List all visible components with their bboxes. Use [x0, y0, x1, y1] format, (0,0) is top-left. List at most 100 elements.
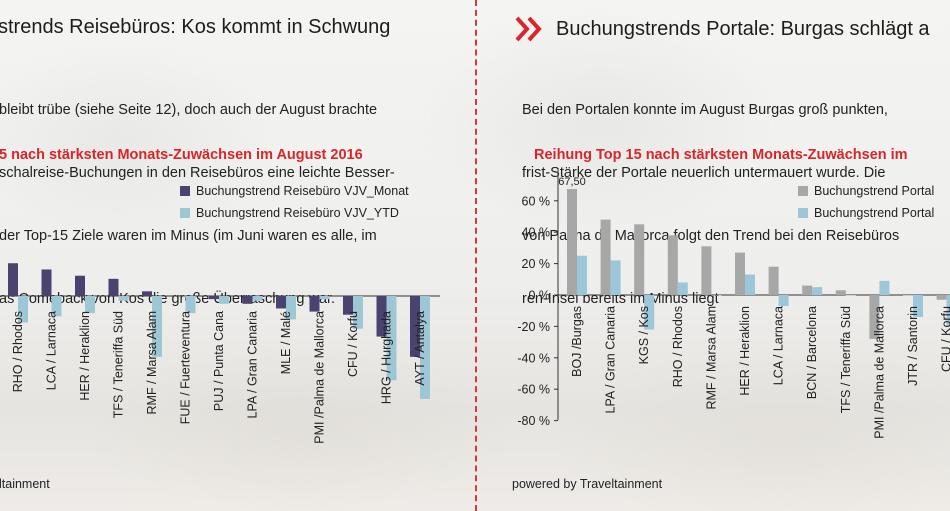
left-bar — [276, 296, 286, 309]
right-bar — [701, 246, 712, 295]
left-category-label: AYT / Antalya — [413, 311, 427, 386]
left-bar — [108, 278, 119, 296]
left-bar — [8, 263, 18, 296]
left-category-label: RMF / Marsa Alam — [145, 311, 159, 415]
right-data-label: 67,50 — [558, 176, 586, 188]
right-legend-item: Buchungstrend Portal — [798, 180, 934, 202]
left-bar — [219, 296, 229, 304]
right-category-label: LPA / Gran Canaria — [604, 306, 618, 414]
right-bar — [835, 290, 846, 295]
left-bar — [309, 296, 320, 312]
left-bar — [386, 296, 397, 381]
left-chart-subtitle: 5 nach stärksten Monats-Zuwächsen im Aug… — [0, 147, 363, 163]
right-paragraph-line: frist-Stärke der Portale neuerlich unter… — [522, 165, 886, 181]
legend-swatch — [798, 208, 808, 218]
chevron-right-double-icon — [515, 16, 542, 42]
left-paragraph-line: bleibt trübe (siehe Seite 12), doch auch… — [0, 102, 378, 118]
right-category-label: LCA / Larnaca — [772, 306, 786, 385]
left-bar — [252, 296, 263, 301]
right-category-label: CFU / Korfu — [940, 306, 950, 372]
left-paragraph-line: der Top-15 Ziele waren im Minus (im Juni… — [0, 228, 377, 244]
right-credit: powered by Traveltainment — [512, 477, 663, 491]
left-bar — [185, 296, 196, 314]
left-bar — [242, 296, 253, 304]
right-category-label: HER / Heraklion — [738, 306, 752, 396]
right-bar — [879, 280, 890, 295]
left-category-label: PMI /Palma de Mallorca — [313, 311, 327, 444]
right-category-label: RHO / Rhodos — [671, 306, 685, 387]
left-bar — [85, 296, 95, 314]
left-category-label: TFS / Teneriffa Süd — [112, 311, 126, 418]
left-paragraph-line: schalreise-Buchungen in den Reisebüros e… — [0, 165, 395, 181]
left-legend-item: Buchungstrend Reisebüro VJV_Monat — [180, 180, 409, 202]
left-credit: ltainment — [0, 477, 50, 491]
left-category-label: PUJ / Punta Cana — [212, 311, 226, 411]
page-divider — [475, 0, 477, 511]
right-y-tick-label: -40 % — [517, 351, 550, 365]
left-bar — [175, 296, 186, 297]
left-category-label: CFU / Korfu — [346, 311, 360, 377]
left-bar — [353, 296, 363, 329]
right-category-label: JTR / Santorin — [906, 306, 920, 386]
right-bar — [903, 295, 913, 296]
right-category-label: TFS / Teneriffa Süd — [839, 306, 853, 413]
right-y-tick-label: -20 % — [517, 320, 550, 334]
left-bar — [51, 296, 62, 317]
right-category-label: KGS / Kos — [637, 306, 651, 364]
right-y-tick-label: 60 % — [522, 194, 551, 208]
left-bar — [209, 296, 219, 300]
left-bar — [75, 275, 85, 296]
right-y-tick-label: -60 % — [517, 383, 550, 397]
left-bar — [410, 296, 420, 357]
right-category-label: BOJ /Burgas — [570, 306, 584, 377]
left-category-label: HER / Heraklion — [78, 311, 92, 401]
left-bar — [118, 296, 129, 301]
right-bar — [778, 295, 789, 306]
left-bar — [142, 291, 152, 296]
right-legend-label: Buchungstrend Portal — [814, 206, 935, 220]
right-bar — [634, 224, 645, 295]
right-y-tick-label: 20 % — [522, 257, 551, 271]
right-category-label: BCN / Barcelona — [805, 306, 819, 399]
left-bar — [319, 296, 330, 300]
right-bar — [677, 282, 688, 295]
right-y-tick-label: -80 % — [517, 414, 550, 428]
left-category-label: LPA / Gran Canaria — [246, 311, 260, 419]
right-title: Buchungstrends Portale: Burgas schlägt a — [556, 18, 930, 40]
right-bar — [644, 295, 655, 330]
right-bar — [946, 295, 950, 327]
left-bar — [343, 296, 353, 315]
right-bar — [711, 295, 722, 296]
right-bar — [745, 274, 755, 295]
left-category-label: MLE / Malé — [279, 311, 293, 374]
right-bar — [567, 189, 577, 295]
right-legend: Buchungstrend Portal Buchungstrend Porta… — [798, 180, 934, 224]
right-legend-label: Buchungstrend Portal — [814, 184, 935, 198]
left-bar-chart: RHO / Rhodos LCA / Larnaca HER / Heraklion… — [0, 263, 440, 444]
right-category-label: PMI /Palma de Mallorca — [872, 306, 886, 439]
legend-swatch — [180, 186, 190, 196]
right-bar — [845, 295, 856, 296]
right-bar — [577, 255, 587, 295]
left-bar — [41, 269, 52, 296]
right-bar — [812, 287, 823, 295]
left-bar — [18, 296, 28, 323]
left-legend-label: Buchungstrend Reisebüro VJV_Monat — [196, 184, 409, 198]
left-category-label: FUE / Fuerteventura — [179, 311, 193, 424]
left-bar — [152, 296, 162, 357]
right-bar — [869, 295, 880, 339]
left-bar — [376, 296, 387, 337]
left-title: strends Reisebüros: Kos kommt in Schwung — [0, 16, 391, 38]
right-bar — [768, 266, 779, 295]
left-bar — [286, 296, 296, 320]
left-legend-label: Buchungstrend Reisebüro VJV_YTD — [196, 206, 399, 220]
right-bar — [936, 295, 947, 300]
legend-swatch — [180, 208, 190, 218]
right-bar — [735, 252, 745, 295]
legend-swatch — [798, 186, 808, 196]
left-legend: Buchungstrend Reisebüro VJV_Monat Buchun… — [180, 180, 409, 224]
left-legend-item: Buchungstrend Reisebüro VJV_YTD — [180, 202, 409, 224]
left-bar — [420, 296, 430, 399]
right-bar — [610, 260, 621, 295]
